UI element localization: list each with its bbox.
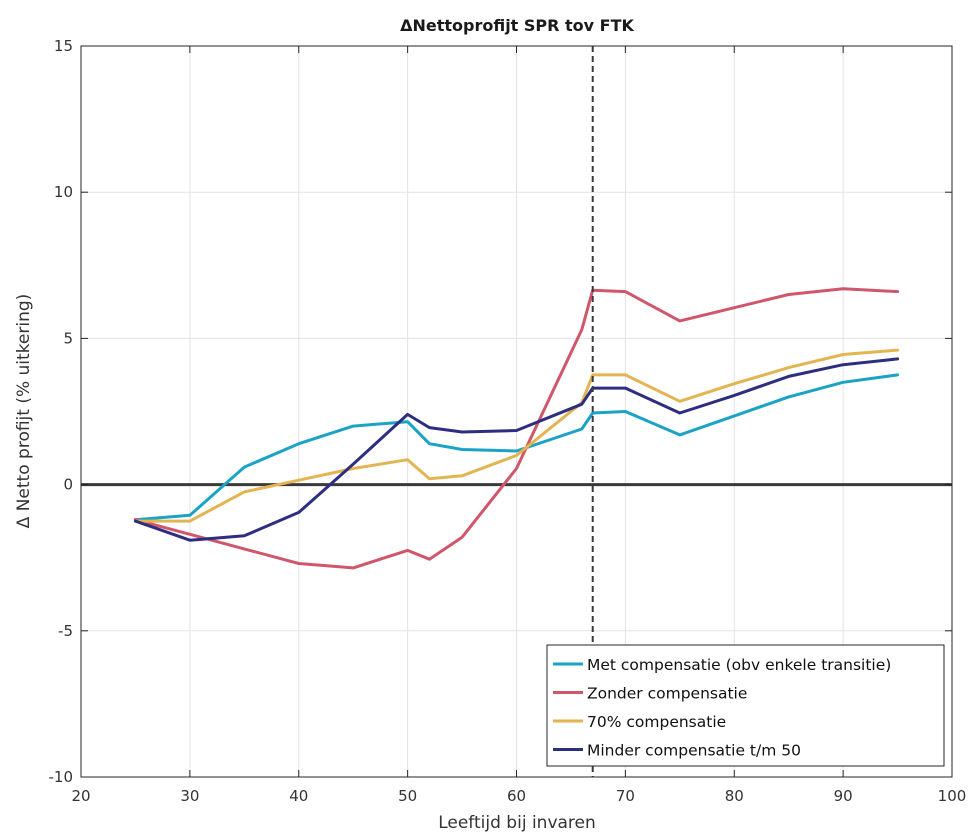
y-tick-label-1: -5 [58, 622, 73, 640]
x-tick-label-3: 50 [398, 787, 417, 805]
legend: Met compensatie (obv enkele transitie) Zo… [546, 644, 945, 767]
legend-label-2: 70% compensatie [587, 713, 726, 731]
legend-box [546, 644, 945, 767]
x-axis-label: Leeftijd bij invaren [438, 813, 596, 833]
x-axis-ticks: 20 30 40 50 60 70 80 90 100 [71, 46, 966, 805]
y-tick-label-3: 5 [63, 329, 73, 347]
series-line-0 [133, 373, 900, 522]
y-tick-label-4: 10 [54, 183, 73, 201]
series-lines [133, 287, 900, 570]
legend-label-1: Zonder compensatie [587, 685, 747, 703]
y-tick-label-2: 0 [63, 476, 73, 494]
x-tick-label-0: 20 [71, 787, 90, 805]
y-axis-label: Δ Netto profijt (% uitkering) [14, 294, 34, 529]
x-tick-label-4: 60 [507, 787, 526, 805]
series-line-1 [133, 287, 900, 570]
y-tick-label-5: 15 [54, 37, 73, 55]
series-line-3 [133, 357, 900, 542]
y-tick-label-0: -10 [49, 768, 74, 786]
legend-label-3: Minder compensatie t/m 50 [587, 742, 801, 760]
legend-label-0: Met compensatie (obv enkele transitie) [587, 656, 891, 674]
x-tick-label-5: 70 [616, 787, 635, 805]
x-tick-label-1: 30 [180, 787, 199, 805]
x-tick-label-6: 80 [725, 787, 744, 805]
x-tick-label-2: 40 [289, 787, 308, 805]
series-line-2 [133, 348, 900, 523]
chart-title: ΔNettoprofijt SPR tov FTK [400, 16, 634, 35]
x-tick-label-7: 90 [834, 787, 853, 805]
x-tick-label-8: 100 [938, 787, 967, 805]
y-axis-ticks: -10 -5 0 5 10 15 [49, 37, 952, 786]
